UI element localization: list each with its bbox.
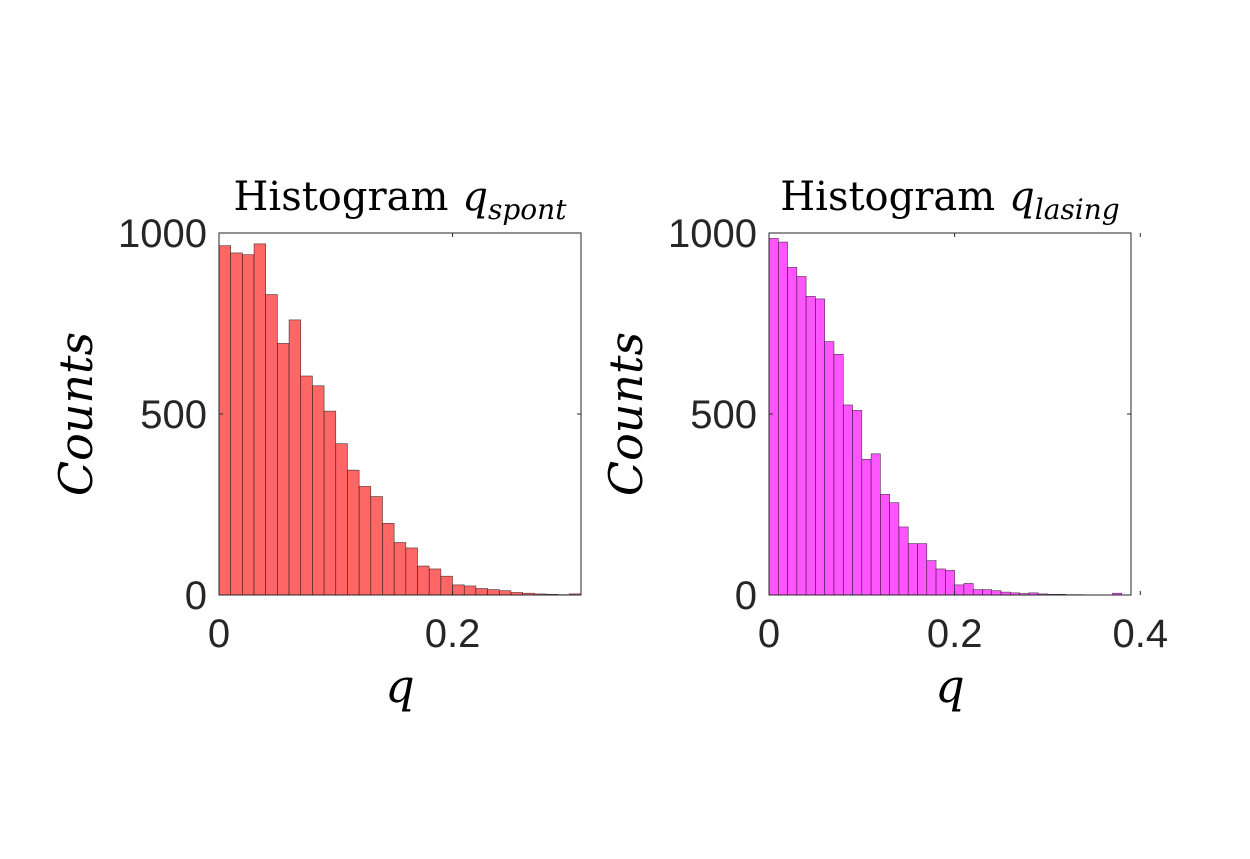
- bar-spont-17: [417, 565, 430, 596]
- bar-spont-3: [253, 243, 267, 596]
- bar-lasing-18: [935, 568, 946, 596]
- bar-spont-22: [475, 588, 488, 596]
- ytick-label-lasing-2: 1000: [668, 212, 757, 256]
- bar-lasing-8: [842, 404, 853, 596]
- ytick-label-spont-1: 500: [140, 393, 207, 437]
- bar-lasing-7: [833, 353, 844, 596]
- title-lasing-var: q: [1009, 174, 1035, 220]
- bar-spont-9: [323, 410, 337, 596]
- ytick-label-lasing-0: 0: [735, 574, 757, 618]
- bar-lasing-4: [805, 296, 816, 596]
- bar-lasing-0: [768, 238, 779, 596]
- bar-spont-12: [358, 486, 372, 596]
- bar-spont-7: [300, 375, 313, 596]
- xtick-label-lasing-0: 0: [758, 612, 780, 656]
- bar-spont-23: [487, 589, 500, 596]
- xtick-label-spont-1: 0.2: [425, 612, 481, 656]
- bar-spont-8: [312, 385, 325, 596]
- bar-lasing-21: [963, 583, 974, 596]
- axes-box-spont: [218, 232, 582, 596]
- axes-box-lasing: [768, 232, 1132, 596]
- bars-lasing: [768, 238, 1123, 596]
- ylabel-lasing: Counts: [599, 332, 653, 496]
- title-lasing-sub: lasing: [1035, 193, 1120, 226]
- bar-spont-11: [347, 469, 360, 596]
- bar-lasing-24: [991, 590, 1002, 596]
- bar-lasing-11: [870, 453, 881, 596]
- bar-spont-19: [440, 575, 453, 596]
- ytick-label-spont-2: 1000: [118, 212, 207, 256]
- bar-lasing-2: [787, 267, 798, 596]
- bar-spont-21: [463, 585, 477, 596]
- title-spont-var: q: [462, 174, 488, 220]
- bar-lasing-22: [972, 589, 983, 596]
- ytick-label-lasing-1: 500: [690, 393, 757, 437]
- ytick-label-spont-0: 0: [185, 574, 207, 618]
- ticks-spont: 0 500 1000 0 0.2: [118, 212, 581, 656]
- bar-spont-4: [265, 294, 278, 596]
- bar-spont-18: [428, 568, 442, 596]
- bar-lasing-17: [926, 560, 937, 596]
- bar-lasing-13: [889, 502, 900, 596]
- xlabel-lasing: q: [935, 659, 964, 713]
- xtick-label-spont-0: 0: [208, 612, 230, 656]
- bar-spont-13: [370, 496, 383, 596]
- bar-spont-1: [230, 252, 243, 596]
- bars-spont: [218, 243, 582, 596]
- title-spont-word: Histogram: [234, 174, 449, 220]
- xtick-label-lasing-1: 0.2: [927, 612, 983, 656]
- bar-lasing-23: [982, 589, 993, 596]
- bar-spont-10: [335, 443, 348, 596]
- bar-spont-2: [242, 254, 255, 596]
- title-spont: Histogram qspont: [234, 174, 568, 226]
- bar-lasing-20: [954, 584, 965, 596]
- bar-lasing-19: [945, 570, 955, 596]
- bar-lasing-1: [777, 241, 788, 596]
- ylabel-spont: Counts: [49, 332, 103, 496]
- bar-spont-0: [218, 245, 231, 596]
- xlabel-spont: q: [385, 659, 414, 713]
- bar-spont-15: [393, 542, 407, 596]
- bar-lasing-9: [852, 410, 863, 596]
- bar-spont-24: [498, 590, 512, 596]
- bar-lasing-16: [917, 543, 928, 596]
- ticks-lasing: 0 500 1000 0 0.2 0.4: [668, 212, 1168, 656]
- title-spont-sub: spont: [488, 193, 567, 226]
- bar-spont-6: [288, 319, 302, 596]
- title-lasing-word: Histogram: [780, 174, 995, 220]
- bar-lasing-15: [907, 543, 918, 596]
- bar-spont-14: [382, 523, 395, 596]
- xtick-label-lasing-2: 0.4: [1112, 612, 1168, 656]
- bar-lasing-10: [861, 458, 872, 596]
- title-lasing: Histogram qlasing: [780, 174, 1119, 226]
- bar-lasing-5: [815, 298, 825, 596]
- bar-spont-5: [277, 343, 290, 596]
- bar-lasing-6: [824, 341, 835, 596]
- bar-lasing-12: [880, 494, 890, 596]
- bar-spont-20: [452, 584, 465, 596]
- bar-lasing-3: [796, 276, 807, 596]
- bar-lasing-14: [898, 526, 909, 596]
- bar-spont-16: [405, 547, 418, 596]
